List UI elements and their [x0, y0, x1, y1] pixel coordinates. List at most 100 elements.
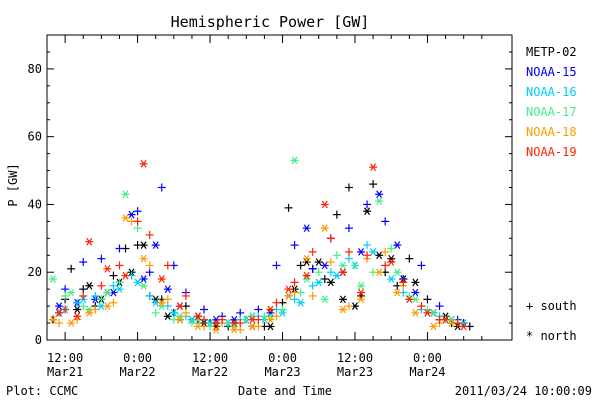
south-point — [97, 254, 106, 263]
north-point — [151, 295, 160, 304]
south-point — [109, 271, 118, 280]
south-point — [344, 224, 353, 233]
north-point — [230, 319, 239, 327]
plot-timestamp: 2011/03/24 10:00:09 — [455, 384, 592, 398]
south-point — [332, 251, 341, 260]
north-point — [387, 258, 396, 266]
north-point — [338, 295, 347, 304]
north-point — [157, 275, 166, 283]
north-point — [163, 285, 172, 294]
north-point — [67, 319, 76, 327]
south-point — [55, 319, 64, 328]
north-point — [127, 210, 136, 219]
south-point — [181, 291, 190, 300]
north-point — [411, 288, 420, 297]
north-point — [357, 288, 366, 297]
north-point — [369, 248, 378, 256]
north-point — [157, 302, 166, 310]
south-point — [145, 261, 154, 270]
south-point — [61, 291, 70, 300]
south-point — [308, 247, 317, 256]
y-tick-label: 80 — [28, 62, 42, 76]
south-point — [278, 305, 287, 314]
south-point — [272, 298, 281, 307]
north-point — [67, 288, 76, 297]
x-tick-date: Mar23 — [264, 365, 300, 379]
south-point — [109, 298, 118, 307]
south-point — [326, 258, 335, 267]
north-point — [103, 264, 112, 273]
south-point — [181, 308, 190, 317]
x-tick-label: 12:00 — [192, 351, 228, 365]
north-point — [411, 278, 420, 287]
legend-entry: NOAA-18 — [526, 125, 577, 139]
north-point — [357, 248, 366, 256]
marker-key-south: + south — [526, 299, 577, 313]
south-point — [381, 217, 390, 226]
north-point — [175, 315, 184, 324]
north-point — [193, 322, 202, 331]
south-point — [344, 302, 353, 311]
legend-entry: NOAA-15 — [526, 65, 577, 79]
y-tick-label: 0 — [35, 333, 42, 347]
south-point — [163, 261, 172, 270]
south-point — [187, 319, 196, 328]
x-tick-label: 0:00 — [268, 351, 297, 365]
north-point — [55, 302, 64, 310]
north-point — [357, 295, 366, 304]
north-point — [266, 315, 275, 324]
north-point — [85, 237, 94, 246]
south-point — [79, 285, 88, 294]
marker-key: + south * north — [526, 299, 577, 343]
north-point — [302, 258, 311, 266]
north-point — [193, 312, 202, 321]
south-point — [272, 312, 281, 321]
south-point — [97, 281, 106, 290]
north-point — [133, 278, 142, 287]
south-point — [344, 183, 353, 192]
north-point — [393, 288, 402, 297]
south-point — [79, 258, 88, 267]
north-point — [121, 271, 130, 280]
south-point — [290, 288, 299, 297]
x-axis: 12:00Mar210:00Mar2212:00Mar220:00Mar2312… — [46, 35, 483, 379]
north-point — [151, 241, 160, 249]
marker-key-north: * north — [526, 329, 577, 343]
south-point — [133, 224, 142, 233]
north-point — [405, 295, 414, 304]
north-point — [230, 322, 239, 331]
north-point — [320, 200, 329, 209]
north-point — [55, 309, 64, 317]
south-point — [381, 247, 390, 256]
y-tick-label: 60 — [28, 130, 42, 144]
north-point — [393, 241, 402, 249]
north-point — [212, 319, 221, 327]
north-point — [459, 322, 468, 331]
chart-title: Hemispheric Power [GW] — [171, 13, 370, 31]
south-point — [308, 281, 317, 290]
north-point — [387, 254, 396, 263]
north-point — [320, 224, 329, 233]
north-point — [49, 315, 58, 324]
south-point — [290, 278, 299, 287]
south-point — [284, 203, 293, 212]
south-point — [79, 302, 88, 311]
north-point — [369, 163, 378, 172]
x-tick-date: Mar24 — [409, 365, 445, 379]
south-point — [405, 254, 414, 263]
north-point — [423, 309, 432, 317]
north-point — [139, 275, 148, 283]
plot-credit: Plot: CCMC — [6, 384, 78, 398]
x-tick-label: 12:00 — [337, 351, 373, 365]
north-point — [338, 268, 347, 277]
x-tick-date: Mar21 — [47, 365, 83, 379]
north-point — [85, 309, 94, 317]
north-point — [357, 281, 366, 290]
south-point — [200, 315, 209, 324]
south-point — [133, 207, 142, 216]
north-point — [296, 298, 305, 307]
north-point — [85, 281, 94, 290]
south-point — [115, 244, 124, 253]
north-point — [139, 241, 148, 249]
north-point — [139, 254, 148, 263]
